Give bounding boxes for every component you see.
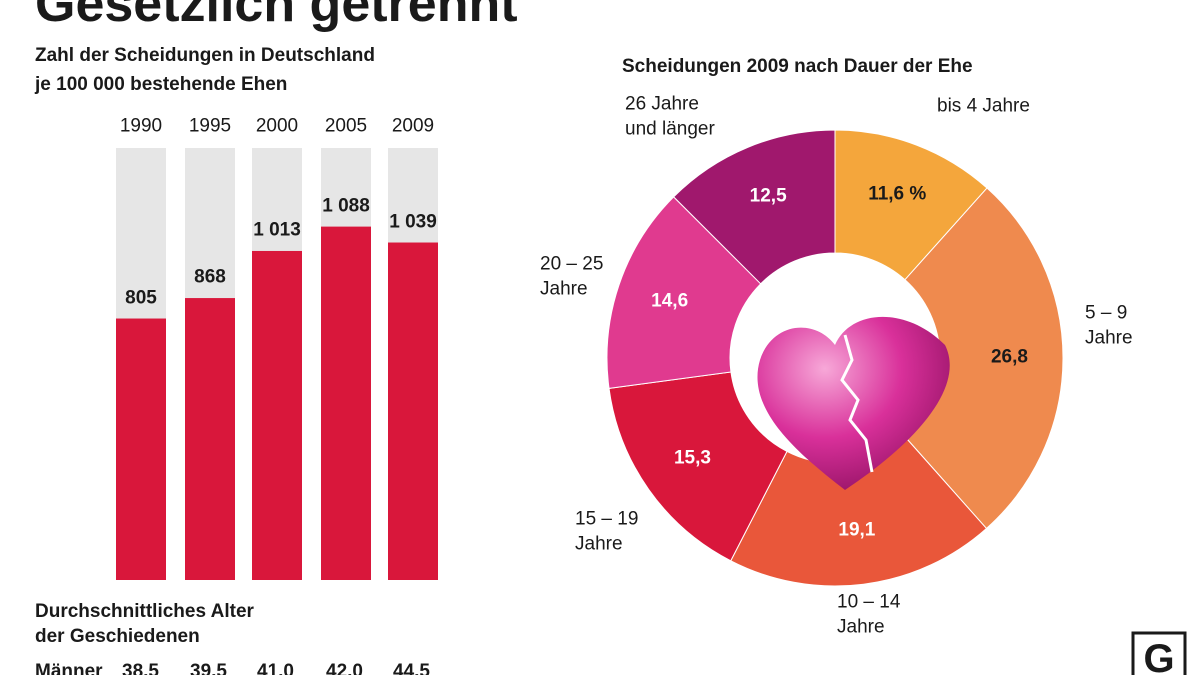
bar [185,298,235,580]
category-label: 10 – 14 Jahre [837,591,901,637]
logo: G [1143,637,1175,675]
logo-box [1131,631,1187,675]
x-tick-label: 2009 [391,115,435,137]
donut-segment [834,129,988,281]
bar [321,226,371,581]
value-label: 12,5 [749,185,787,207]
category-label: 5 – 9 Jahre [1085,302,1133,348]
category-label: 26 Jahre und länger [625,93,715,139]
chart-title: Scheidungen 2009 nach Dauer der Ehe [622,56,973,77]
x-tick-label: 1990 [119,115,163,137]
value-label: 805 [125,287,157,309]
table-cell: 38,5 [122,661,159,675]
donut-segment [606,196,762,389]
value-label: 1 088 [322,195,370,217]
value-label: 1 013 [253,219,301,241]
table-cell: 42,0 [326,661,363,675]
heart-crack [840,334,874,473]
table-cell: 44,5 [393,661,430,675]
donut-segment [672,129,836,285]
bar [388,242,438,580]
table-cell: 41,0 [257,661,294,675]
value-label: 19,1 [838,519,876,541]
category-label: bis 4 Jahre [937,95,1030,117]
value-label: 14,6 [651,290,689,312]
donut-segment [904,187,1064,530]
bar [252,250,302,581]
value-label: 1 039 [389,211,437,233]
value-label: 11,6 % [868,183,927,205]
section-heading: Durchschnittliches Alter der Geschiedene… [35,601,254,647]
page-title: Gesetzlich getrennt [35,0,518,33]
value-label: 868 [194,266,226,288]
value-label: 15,3 [673,447,711,469]
table-cell: 39,5 [190,661,227,675]
heart-icon [757,316,950,490]
x-tick-label: 2000 [255,115,299,137]
category-label: 20 – 25 Jahre [540,253,604,299]
chart-subtitle: je 100 000 bestehende Ehen [35,74,288,95]
x-tick-label: 1995 [188,115,232,137]
donut-segment [608,371,788,562]
x-tick-label: 2005 [324,115,368,137]
category-label: 15 – 19 Jahre [575,508,639,554]
value-label: 26,8 [990,346,1028,368]
chart-subtitle: Zahl der Scheidungen in Deutschland [35,45,375,66]
table-cell: Männer [35,661,103,675]
bar [116,318,166,580]
